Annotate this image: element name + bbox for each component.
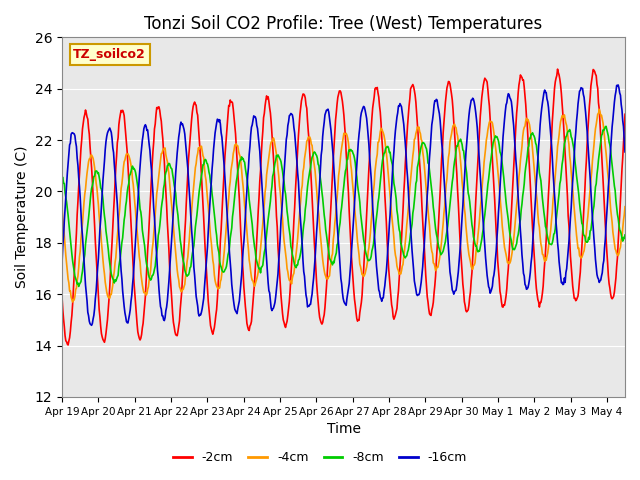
Legend: -2cm, -4cm, -8cm, -16cm: -2cm, -4cm, -8cm, -16cm [168, 446, 472, 469]
Y-axis label: Soil Temperature (C): Soil Temperature (C) [15, 146, 29, 288]
Text: TZ_soilco2: TZ_soilco2 [74, 48, 146, 61]
X-axis label: Time: Time [326, 422, 360, 436]
Title: Tonzi Soil CO2 Profile: Tree (West) Temperatures: Tonzi Soil CO2 Profile: Tree (West) Temp… [145, 15, 543, 33]
